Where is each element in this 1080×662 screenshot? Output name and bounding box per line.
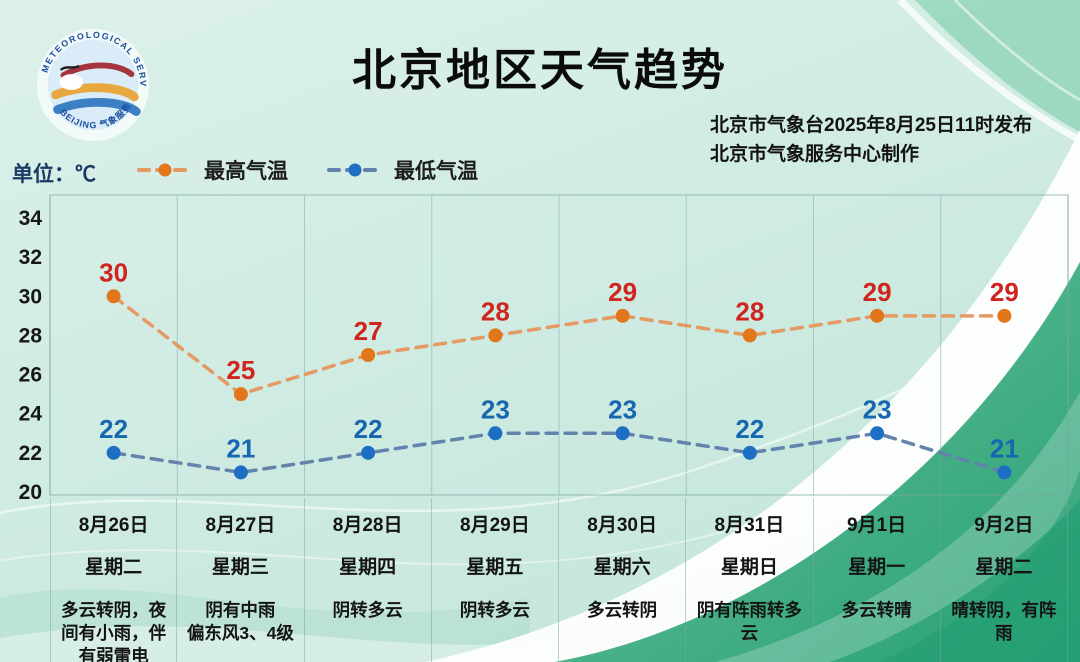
high-temp-point [870, 308, 885, 323]
high-temp-value-label: 25 [226, 355, 255, 385]
y-tick-label: 32 [19, 246, 42, 269]
day-column: 8月30日星期六多云转阴 [559, 498, 687, 662]
date-label: 8月27日 [205, 515, 276, 536]
high-temp-point [106, 289, 121, 304]
y-tick-label: 30 [19, 285, 42, 308]
high-temp-value-label: 27 [354, 316, 383, 346]
page-title: 北京地区天气趋势 [352, 46, 728, 95]
daily-forecast-table: 8月26日 星期二 多云转阴，夜间有小雨，伴有弱雷电 8月27日 星期三 阴有中雨 偏东风… [50, 498, 1068, 662]
low-temp-value-label: 22 [735, 414, 764, 444]
date-label: 8月26日 [78, 515, 149, 536]
weekday-label: 星期二 [975, 557, 1033, 578]
unit-label: 单位：℃ [12, 163, 96, 186]
weather-label: 阴转多云 [459, 600, 530, 620]
weather-label: 阴有阵雨转多云 [696, 600, 802, 644]
day-column: 8月31日星期日阴有阵雨转多云 [686, 498, 814, 662]
weather-label: 多云转阴 [587, 600, 658, 620]
high-temp-point [488, 328, 503, 343]
high-temp-line-icon [137, 163, 193, 177]
high-temp-value-label: 28 [735, 296, 764, 326]
day-column: 8月28日星期四阴转多云 [305, 498, 432, 662]
low-temp-point [997, 465, 1012, 480]
high-temp-line [111, 294, 1007, 397]
legend-item-high: 最高气温 [136, 155, 288, 185]
date-label: 9月2日 [974, 515, 1034, 536]
low-temp-value-label: 23 [863, 394, 892, 424]
low-temp-value-label: 23 [481, 394, 510, 424]
low-temp-point [488, 426, 503, 441]
high-temp-point [361, 348, 376, 362]
weather-label: 阴有中雨 偏东风3、4级 [186, 600, 294, 644]
date-label: 8月29日 [460, 515, 530, 536]
low-temp-point [233, 465, 248, 480]
weather-label: 阴转多云 [332, 600, 403, 620]
legend-label-low: 最低气温 [394, 160, 478, 183]
low-temp-point [106, 445, 121, 460]
high-temp-point [233, 387, 248, 402]
high-temp-value-label: 29 [990, 277, 1019, 307]
high-temp-value-label: 29 [608, 277, 637, 307]
high-temp-point [742, 328, 757, 343]
weather-label: 晴转阴，有阵雨 [951, 600, 1057, 644]
high-temp-value-label: 28 [481, 296, 510, 326]
low-temp-value-label: 22 [354, 414, 383, 444]
producer-line: 北京市气象服务中心制作 [710, 143, 920, 165]
weather-label: 多云转晴 [841, 600, 912, 620]
weekday-label: 星期五 [466, 557, 524, 578]
date-label: 8月28日 [332, 515, 403, 536]
weekday-label: 星期二 [85, 557, 143, 578]
low-temp-point [615, 426, 630, 441]
high-temp-value-label: 29 [863, 277, 892, 307]
y-tick-label: 22 [19, 442, 42, 465]
day-column: 9月1日星期一多云转晴 [814, 498, 941, 662]
low-temp-value-label: 21 [990, 433, 1019, 463]
issue-line: 北京市气象台2025年8月25日11时发布 [710, 115, 1033, 136]
weekday-label: 星期四 [339, 557, 397, 578]
day-column: 8月26日星期二多云转阴，夜间有小雨，伴有弱雷电 [50, 498, 178, 662]
date-label: 8月30日 [587, 515, 657, 536]
day-column: 9月2日星期二晴转阴，有阵雨 [941, 498, 1068, 662]
low-temp-line-icon [327, 163, 383, 177]
y-tick-label: 20 [19, 481, 42, 504]
plot-border [49, 194, 1069, 496]
y-tick-label: 28 [19, 324, 43, 347]
weekday-label: 星期三 [211, 557, 269, 578]
weekday-label: 星期一 [848, 557, 906, 578]
low-temp-line [111, 431, 1007, 475]
day-column: 8月29日星期五阴转多云 [432, 498, 559, 662]
weekday-label: 星期六 [593, 557, 651, 578]
low-temp-value-label: 22 [99, 414, 128, 444]
low-temp-point [742, 445, 757, 460]
high-temp-point [997, 308, 1012, 323]
high-temp-point [615, 308, 630, 323]
logo: METEOROLOGICAL SERVICE BEIJING 气象服务 [34, 26, 150, 142]
weather-label: 多云转阴，夜间有小雨，伴有弱雷电 [61, 600, 167, 662]
issue-info: 北京市气象台2025年8月25日11时发布 北京市气象服务中心制作 [710, 112, 1032, 169]
date-label: 8月31日 [714, 515, 785, 536]
chart-legend: 最高气温 最低气温 [136, 155, 478, 185]
date-label: 9月1日 [847, 515, 907, 536]
y-tick-label: 24 [19, 403, 43, 426]
day-column: 8月27日星期三阴有中雨 偏东风3、4级 [177, 498, 305, 662]
weekday-label: 星期日 [720, 557, 778, 578]
legend-item-low: 最低气温 [326, 155, 478, 185]
legend-label-high: 最高气温 [204, 160, 288, 183]
low-temp-point [361, 445, 376, 460]
y-tick-label: 34 [19, 207, 43, 230]
low-temp-value-label: 23 [608, 394, 637, 424]
low-temp-value-label: 21 [226, 433, 255, 463]
temperature-trend-chart: 34 32 30 28 26 24 22 20 30 25 27 28 29 28 29 29 22 21 22 23… [19, 194, 1069, 504]
high-temp-value-label: 30 [99, 257, 128, 287]
y-tick-label: 26 [19, 364, 42, 387]
low-temp-point [870, 426, 885, 441]
